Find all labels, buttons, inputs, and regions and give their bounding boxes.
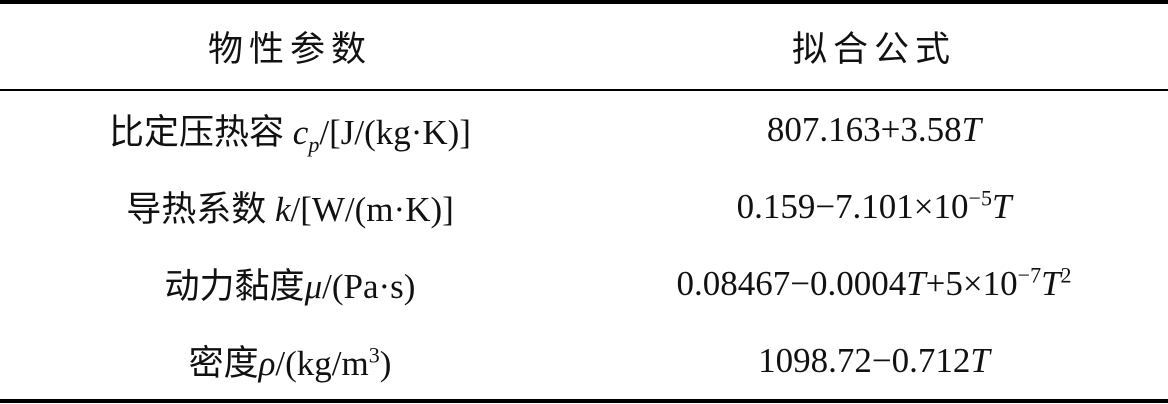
symbol: k: [274, 190, 291, 229]
text: 密度: [188, 344, 259, 383]
symbol: T: [961, 109, 982, 149]
property-cell: 比定压热容 cp/[J/(kg·K)]: [0, 90, 580, 168]
formula-cell: 1098.72−0.712T: [580, 322, 1168, 401]
symbol: ρ: [258, 344, 276, 383]
superscript: −7: [1017, 261, 1042, 287]
table-row: 导热系数 k/[W/(m·K)] 0.159−7.101×10−5T: [0, 168, 1168, 245]
unit: /(Pa·s): [322, 267, 416, 306]
text: 1098.72−0.712: [758, 340, 971, 380]
symbol: T: [906, 263, 926, 303]
unit: ): [379, 344, 392, 383]
table-row: 动力黏度μ/(Pa·s) 0.08467−0.0004T+5×10−7T2: [0, 245, 1168, 322]
formula-cell: 0.159−7.101×10−5T: [580, 168, 1168, 245]
subscript: p: [308, 132, 320, 157]
symbol: T: [970, 340, 990, 380]
property-cell: 导热系数 k/[W/(m·K)]: [0, 168, 580, 245]
superscript: 2: [1060, 261, 1072, 287]
unit: /[W/(m·K)]: [290, 190, 454, 229]
symbol: μ: [304, 267, 323, 306]
text: 比定压热容: [109, 113, 293, 152]
symbol: T: [991, 186, 1012, 226]
text: +5×10: [925, 263, 1018, 303]
header-cell: 物性参数: [0, 2, 580, 91]
property-cell: 密度ρ/(kg/m3): [0, 322, 580, 401]
formula-cell: 807.163+3.58T: [580, 90, 1168, 168]
superscript: 3: [368, 342, 380, 368]
text: 导热系数: [126, 190, 275, 229]
unit: /[J/(kg·K)]: [319, 113, 471, 152]
table-row: 密度ρ/(kg/m3) 1098.72−0.712T: [0, 322, 1168, 401]
header-row: 物性参数 拟合公式: [0, 2, 1168, 91]
text: 动力黏度: [164, 267, 305, 306]
header-cell: 拟合公式: [580, 2, 1168, 91]
property-cell: 动力黏度μ/(Pa·s): [0, 245, 580, 322]
text: 0.159−7.101×10: [736, 186, 969, 226]
superscript: −5: [968, 184, 992, 210]
symbol: T: [1041, 263, 1061, 303]
table-row: 比定压热容 cp/[J/(kg·K)] 807.163+3.58T: [0, 90, 1168, 168]
formula-cell: 0.08467−0.0004T+5×10−7T2: [580, 245, 1168, 322]
symbol: c: [292, 113, 309, 152]
text: 807.163+3.58: [766, 109, 962, 149]
unit: /(kg/m: [275, 344, 369, 383]
text: 0.08467−0.0004: [676, 263, 907, 303]
